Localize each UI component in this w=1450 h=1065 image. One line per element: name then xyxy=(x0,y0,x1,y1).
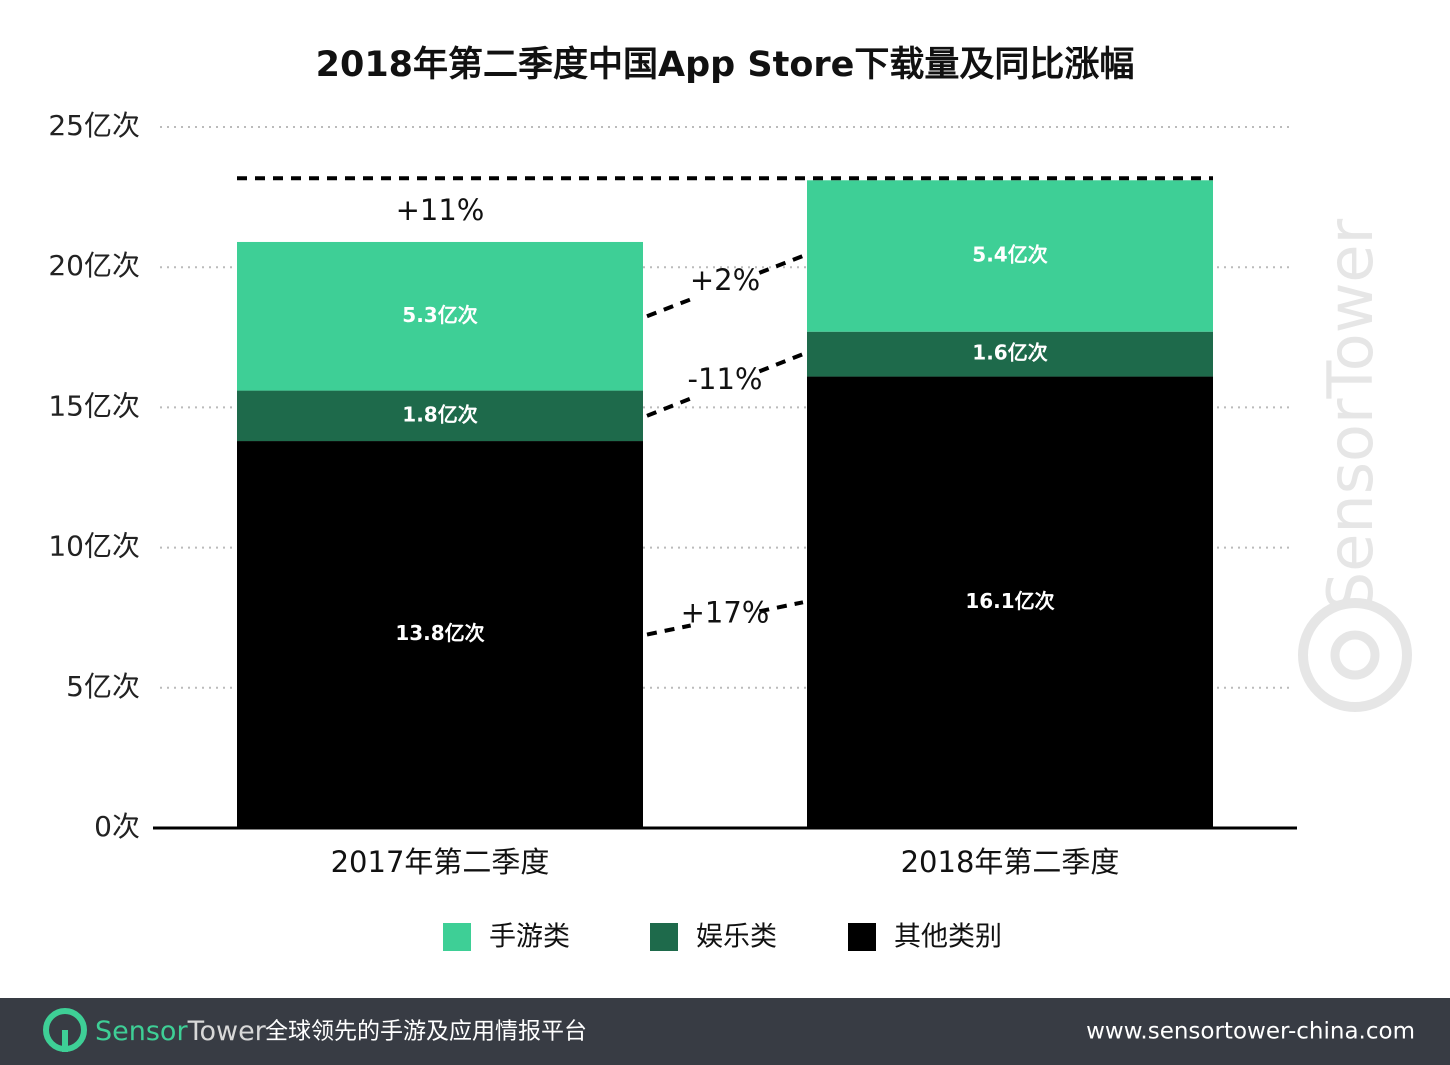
footer-brand: SensorTower xyxy=(95,1016,267,1047)
footer-brand-first: Sensor xyxy=(95,1016,188,1047)
change-connector xyxy=(758,352,804,374)
change-label: +2% xyxy=(690,263,760,297)
value-label: 5.3亿次 xyxy=(402,303,477,327)
change-connector xyxy=(646,297,692,319)
footer-url: www.sensortower-china.com xyxy=(1086,1019,1415,1045)
y-tick-label: 15亿次 xyxy=(48,389,140,422)
watermark-logo xyxy=(1298,598,1412,712)
legend-swatch xyxy=(848,923,876,951)
value-label: 1.6亿次 xyxy=(972,341,1047,365)
change-label: +17% xyxy=(681,595,770,629)
legend-label: 其他类别 xyxy=(894,922,1002,953)
value-label: 13.8亿次 xyxy=(395,621,484,645)
y-tick-label: 10亿次 xyxy=(48,530,140,563)
footer-bar xyxy=(0,998,1450,1065)
y-tick-label: 5亿次 xyxy=(66,670,140,703)
change-connector xyxy=(646,623,692,637)
y-tick-label: 20亿次 xyxy=(48,249,140,282)
change-label: -11% xyxy=(688,362,763,396)
legend-label: 娱乐类 xyxy=(696,922,777,953)
x-tick-label: 2018年第二季度 xyxy=(901,845,1120,879)
plot: 0次 5亿次 10亿次 15亿次 20亿次 25亿次 13.8亿次 1.8亿次 5.3亿次 16.… xyxy=(48,109,1297,953)
chart-title: 2018年第二季度中国App Store下载量及同比涨幅 xyxy=(316,45,1135,85)
bar-segment xyxy=(807,376,1213,828)
x-tick-label: 2017年第二季度 xyxy=(331,845,550,879)
watermark: SensorTower xyxy=(1298,218,1412,712)
value-label: 16.1亿次 xyxy=(965,589,1054,613)
change-connector xyxy=(758,600,804,614)
legend-label: 手游类 xyxy=(489,922,570,953)
change-connector xyxy=(758,254,804,275)
legend-swatch xyxy=(650,923,678,951)
bar-segment xyxy=(237,241,643,391)
y-tick-label: 0次 xyxy=(94,810,140,843)
value-label: 1.8亿次 xyxy=(402,402,477,426)
bar-segment xyxy=(237,441,643,828)
bar-segment xyxy=(807,331,1213,377)
legend-swatch xyxy=(443,923,471,951)
value-label: 5.4亿次 xyxy=(972,242,1047,266)
change-connector xyxy=(646,396,692,418)
watermark-logo xyxy=(1330,630,1380,680)
bar-segment xyxy=(807,180,1213,332)
footer-brand-second: Tower xyxy=(187,1016,267,1047)
watermark-text: SensorTower xyxy=(1314,218,1387,611)
y-tick-label: 25亿次 xyxy=(48,109,140,142)
footer-slogan: 全球领先的手游及应用情报平台 xyxy=(265,1019,587,1045)
bar-segment xyxy=(237,390,643,442)
total-change-label: +11% xyxy=(396,193,485,227)
